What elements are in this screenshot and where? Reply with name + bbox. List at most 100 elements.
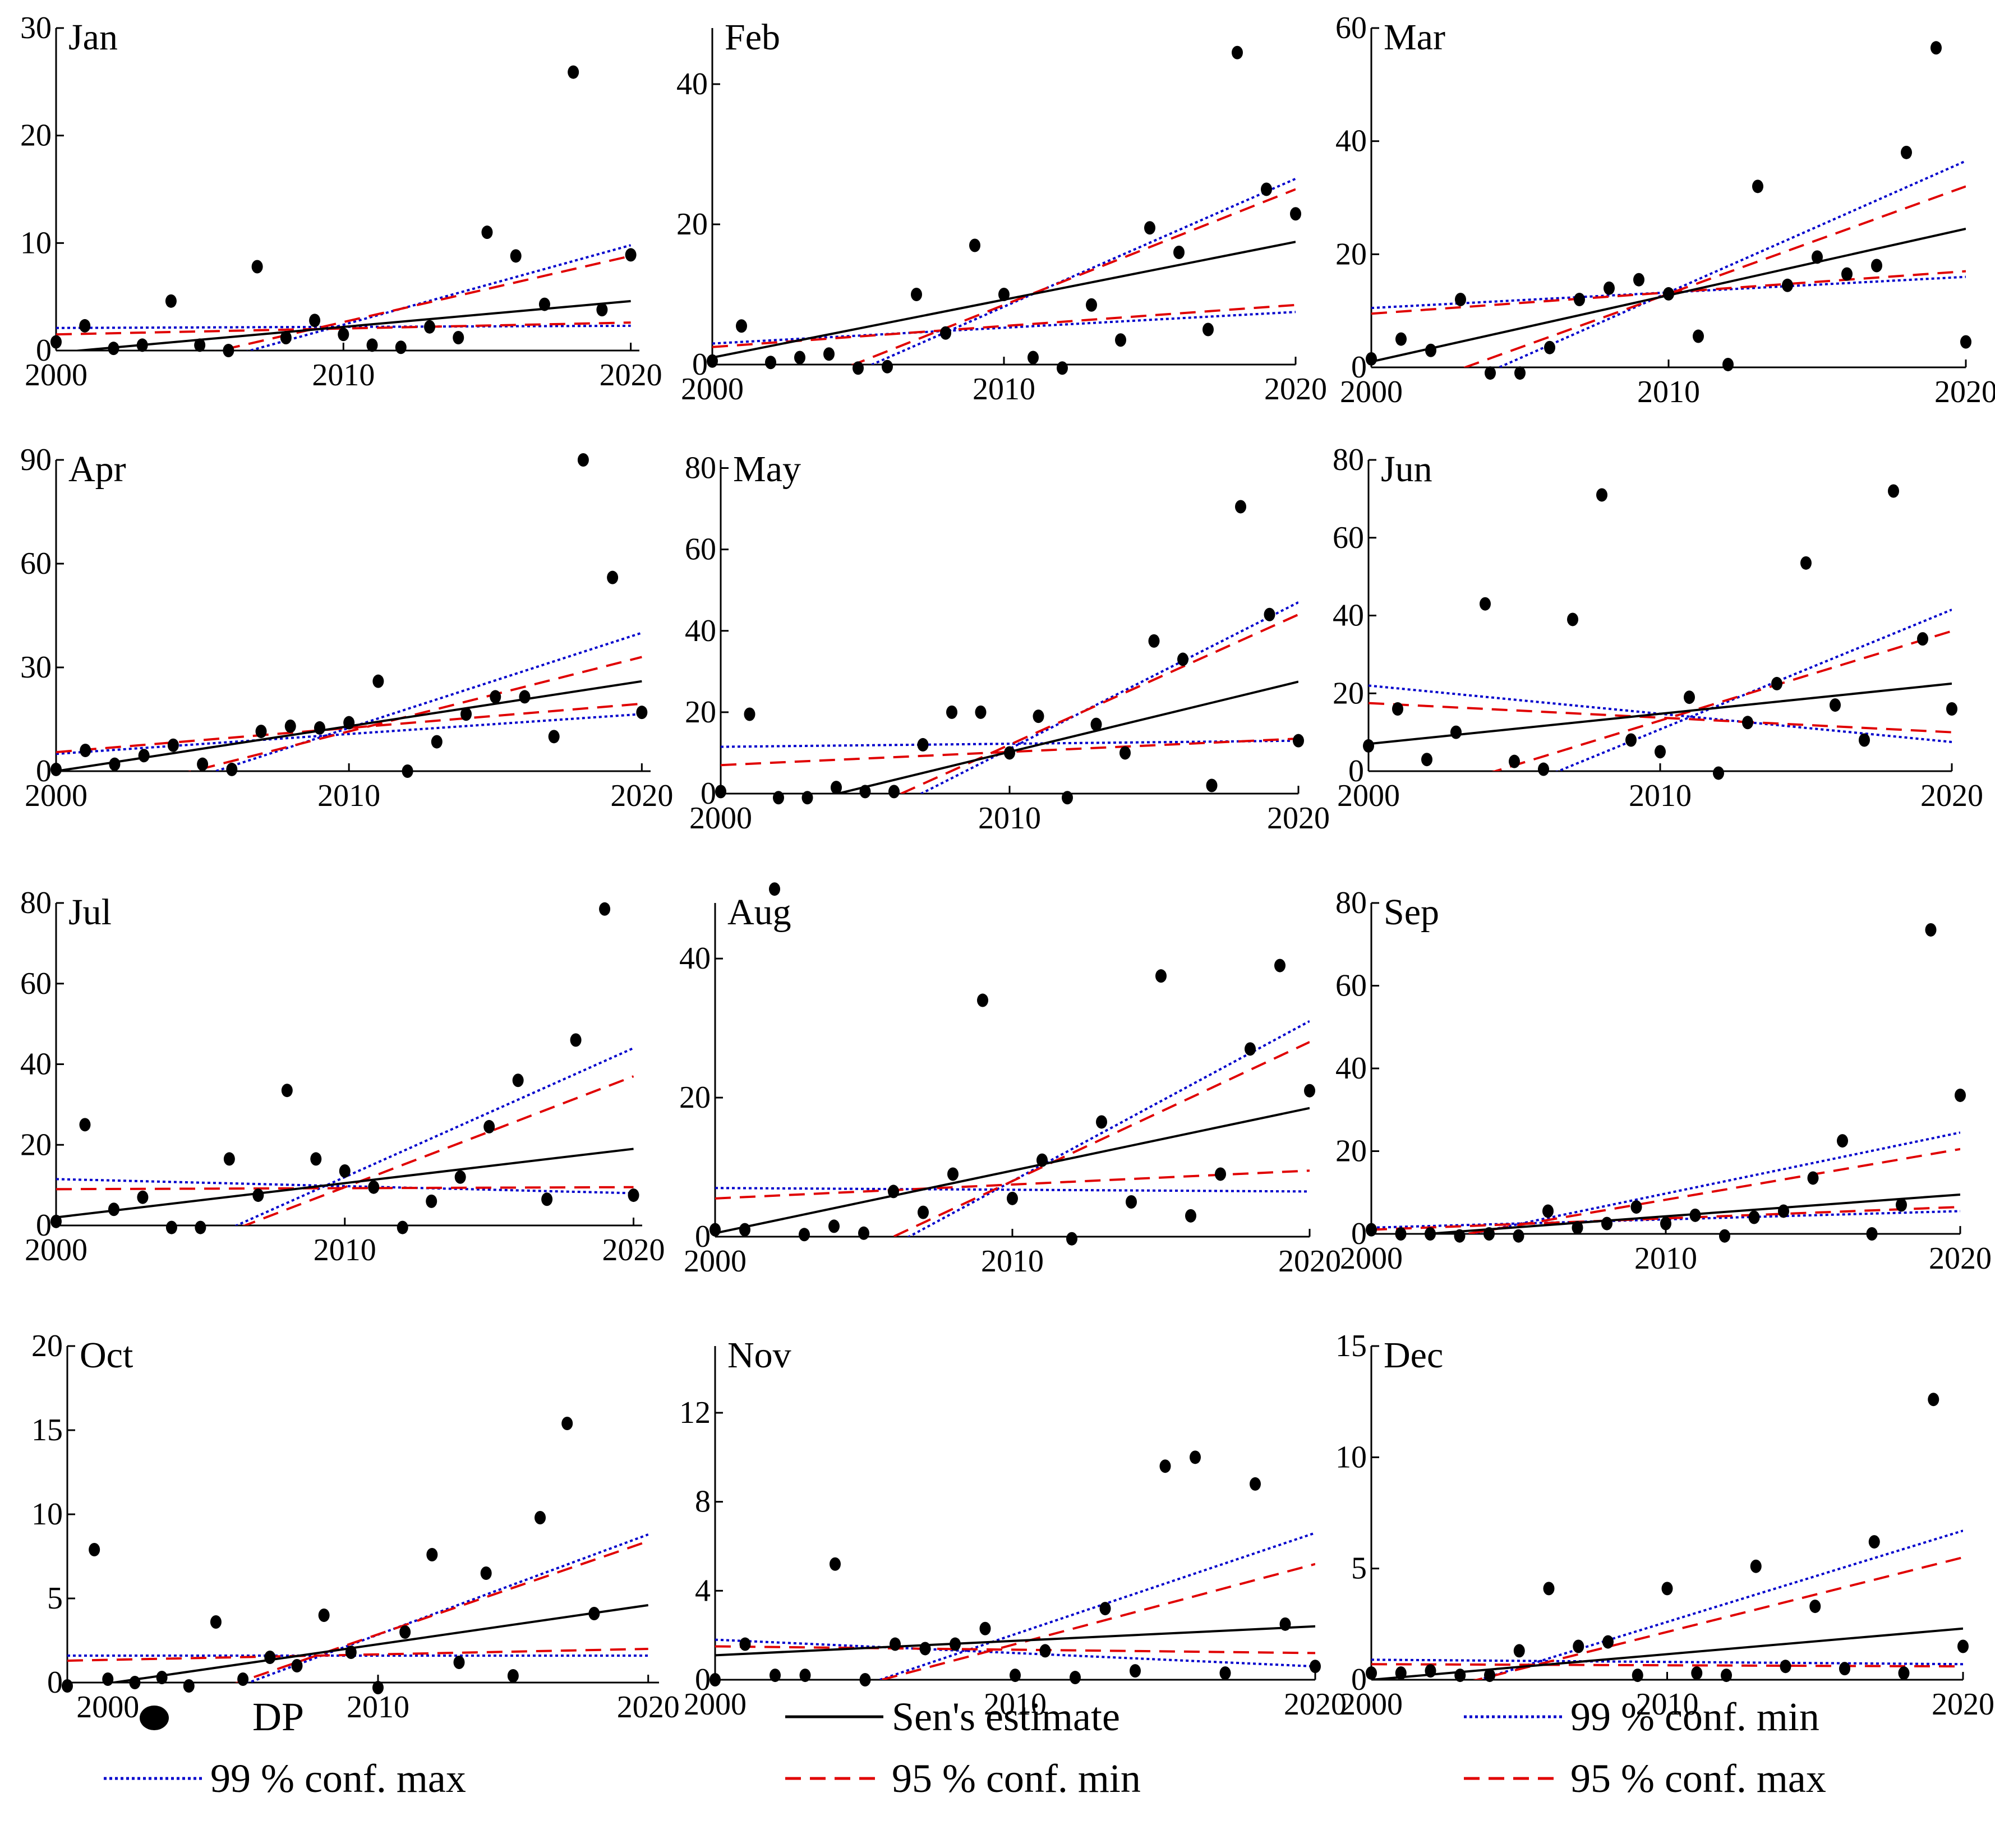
data-point	[1039, 1644, 1051, 1658]
y-tick-label: 8	[695, 1485, 711, 1519]
panel-may: 0 20 40 60 80 2000 2010 2020 May	[685, 449, 1330, 836]
x-tick-label: 2000	[1340, 1687, 1403, 1722]
data-point	[1596, 488, 1607, 502]
data-point	[1859, 733, 1870, 747]
y-tick-label: 30	[20, 11, 52, 45]
data-point	[1684, 690, 1695, 704]
panel-jun: 0 20 40 60 80 2000 2010 2020 Jun	[1333, 443, 1983, 813]
data-point	[343, 716, 355, 730]
y-tick-label: 0	[1351, 350, 1367, 385]
data-point	[628, 1188, 639, 1202]
data-point	[431, 735, 443, 749]
line-c99min	[715, 1187, 1310, 1193]
data-point	[395, 340, 407, 354]
data-point	[251, 260, 263, 274]
data-point	[1748, 1210, 1760, 1224]
legend-label: 99 % conf. min	[1570, 1694, 1819, 1739]
x-tick-label: 2010	[1634, 1241, 1697, 1276]
data-point	[1290, 207, 1301, 221]
data-point	[979, 1621, 991, 1635]
x-tick-label: 2010	[347, 1690, 409, 1725]
line-c95max	[187, 656, 642, 771]
data-point	[50, 1214, 62, 1228]
line-sen	[105, 1604, 649, 1683]
y-tick-label: 0	[695, 1662, 711, 1697]
data-point	[828, 1219, 840, 1233]
x-tick-label: 2000	[25, 358, 87, 393]
data-point	[799, 1669, 811, 1683]
data-point	[1126, 1195, 1137, 1209]
data-point	[1425, 1227, 1436, 1241]
data-point	[918, 1205, 929, 1219]
data-point	[859, 785, 871, 799]
x-tick-label: 2010	[314, 1233, 376, 1268]
data-point	[570, 1033, 582, 1047]
data-point	[1630, 1200, 1642, 1214]
data-point	[568, 65, 579, 79]
line-c95min	[56, 321, 631, 336]
data-point	[1946, 702, 1957, 716]
y-tick-label: 40	[676, 67, 708, 102]
line-c95max	[234, 1540, 649, 1683]
data-point	[1901, 145, 1912, 159]
data-point	[1279, 1617, 1291, 1631]
y-tick-label: 10	[1335, 1440, 1367, 1474]
data-point	[799, 1228, 810, 1242]
data-point	[129, 1676, 141, 1689]
data-point	[801, 791, 813, 805]
data-point	[1304, 1084, 1315, 1098]
data-point	[1425, 343, 1436, 357]
data-point	[50, 762, 62, 776]
y-tick-label: 40	[1335, 124, 1367, 159]
legend-item: 99 % conf. max	[104, 1756, 466, 1801]
x-tick-label: 2010	[317, 778, 380, 813]
data-point	[859, 1673, 871, 1686]
data-point	[1485, 366, 1496, 380]
data-point	[1115, 333, 1126, 347]
data-point	[596, 303, 608, 317]
data-point	[770, 1669, 781, 1683]
data-point	[1144, 221, 1155, 235]
y-tick-label: 0	[36, 1208, 52, 1243]
panel-title: Jun	[1381, 449, 1432, 490]
data-point	[1062, 791, 1073, 805]
data-point	[1871, 259, 1882, 273]
data-point	[490, 690, 501, 704]
data-point	[1245, 1042, 1256, 1056]
data-point	[588, 1607, 600, 1620]
data-point	[1130, 1664, 1141, 1678]
panel-title: Oct	[80, 1335, 133, 1376]
panel-feb: 0 20 40 2000 2010 2020 Feb	[676, 17, 1327, 407]
legend-item: Sen's estimate	[785, 1694, 1120, 1739]
legend-label: 95 % conf. min	[892, 1756, 1141, 1801]
data-point	[607, 570, 619, 584]
data-point	[1235, 500, 1246, 514]
data-point	[397, 1220, 408, 1234]
data-point	[1148, 634, 1160, 648]
data-point	[940, 326, 951, 340]
panel-title: Jan	[68, 17, 118, 58]
data-point	[1809, 1600, 1821, 1614]
y-tick-label: 20	[1335, 237, 1367, 271]
line-c95min	[715, 1645, 1315, 1655]
x-tick-label: 2010	[312, 358, 375, 393]
x-tick-label: 2000	[76, 1690, 139, 1725]
y-tick-label: 60	[685, 532, 716, 567]
y-tick-label: 80	[1335, 886, 1367, 920]
data-point	[1713, 766, 1724, 780]
data-point	[1868, 1535, 1880, 1549]
data-point	[210, 1615, 222, 1629]
data-point	[1689, 1208, 1701, 1222]
panel-oct: 0 5 10 15 20 2000 2010 2020 Oct	[31, 1329, 680, 1725]
data-point	[1807, 1171, 1819, 1185]
data-point	[739, 1223, 750, 1237]
y-tick-label: 40	[1333, 598, 1364, 633]
data-point	[1812, 250, 1823, 264]
y-tick-label: 15	[31, 1413, 63, 1448]
y-tick-label: 0	[695, 1219, 711, 1254]
data-point	[1572, 1220, 1583, 1234]
trend-lines	[715, 1532, 1315, 1680]
x-tick-label: 2020	[1267, 801, 1330, 836]
legend-dot-swatch	[140, 1706, 169, 1730]
